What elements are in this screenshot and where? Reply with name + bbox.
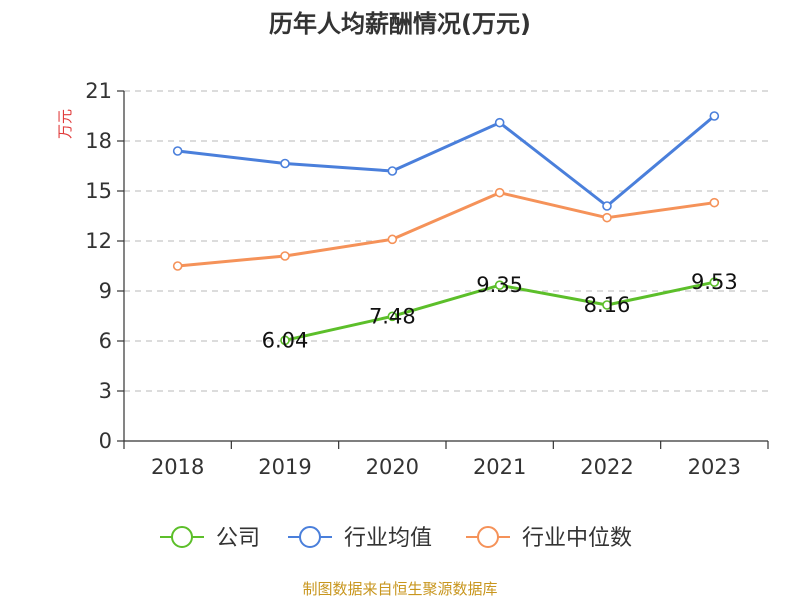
data-point-1-2021 [494,117,505,128]
x-tick-label-2022: 2022 [580,455,633,479]
data-point-0-2022 [602,300,612,310]
data-label-2021: 9.35 [476,273,523,297]
y-tick-label-0: 0 [99,429,112,453]
data-point-0-2023 [709,277,720,287]
legend: 公司 行业均值 行业中位数 [160,526,632,551]
y-tick-label-3: 3 [99,379,112,403]
data-point-2-2020 [387,234,398,245]
series-line-1 [177,114,716,208]
data-point-1-2022 [602,201,612,211]
data-label-2020: 7.48 [369,304,416,328]
legend-marker-0 [171,526,193,548]
legend-label-1: 行业均值 [344,526,432,551]
legend-label-0: 公司 [216,526,260,551]
data-label-2023: 9.53 [691,270,738,294]
data-point-2-2021 [494,187,505,198]
legend-label-2: 行业中位数 [522,526,632,551]
y-tick-labels: 0 3 6 9 12 15 18 21 [85,79,112,453]
data-point-0-2020 [387,311,398,322]
source-footer: 制图数据来自恒生聚源数据库 [302,580,498,598]
y-tick-label-21: 21 [85,79,112,103]
data-point-0-2019 [280,335,290,346]
x-tick-labels: 2018 2019 2020 2021 2022 2023 [151,455,741,479]
y-tick-label-9: 9 [99,279,112,303]
x-tick-label-2021: 2021 [473,455,526,479]
data-point-1-2018 [172,146,183,156]
y-axis-label: 万元 [56,109,74,139]
data-labels: 6.04 7.48 9.35 8.16 9.53 [262,270,738,352]
data-label-2019: 6.04 [262,328,309,352]
data-point-1-2023 [709,111,720,121]
axes [117,90,769,449]
data-label-2022: 8.16 [584,293,631,317]
data-point-1-2020 [387,166,398,176]
legend-marker-1 [299,526,321,548]
legend-marker-2 [477,526,499,548]
y-tick-label-15: 15 [85,179,112,203]
series-group [172,111,720,346]
chart-title: 历年人均薪酬情况(万元) [269,10,531,38]
data-point-1-2019 [280,158,290,169]
data-point-2-2019 [280,251,290,261]
grid-lines [124,90,768,392]
data-point-2-2023 [709,197,720,208]
y-tick-label-12: 12 [85,229,112,253]
data-point-0-2021 [494,280,505,290]
data-point-2-2018 [172,261,183,271]
y-tick-label-6: 6 [99,329,112,353]
x-tick-label-2018: 2018 [151,455,204,479]
x-tick-label-2020: 2020 [366,455,419,479]
series-line-2 [177,191,715,268]
data-point-2-2022 [602,212,612,223]
x-tick-label-2023: 2023 [688,455,741,479]
x-tick-label-2019: 2019 [258,455,311,479]
y-tick-label-18: 18 [85,129,112,153]
